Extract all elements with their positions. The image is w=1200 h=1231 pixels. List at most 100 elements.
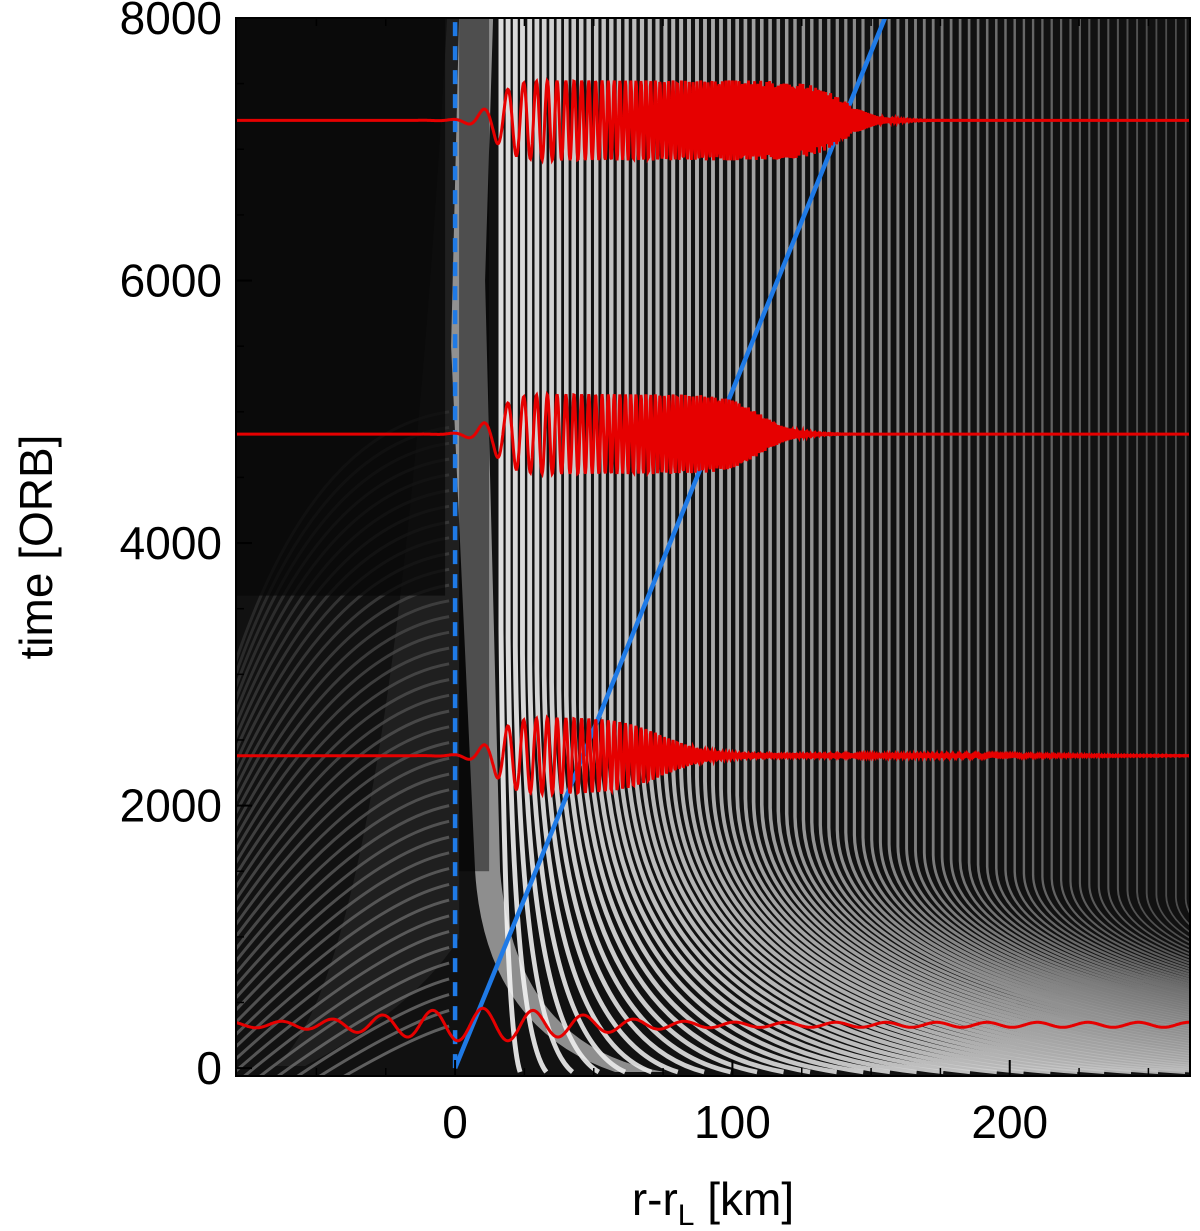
x-axis-label: r-rL [km] — [632, 1173, 794, 1231]
density-crest — [1088, 18, 1190, 965]
density-left-band — [275, 18, 460, 1066]
density-crest — [695, 18, 1190, 1073]
density-crest — [609, 18, 917, 1075]
density-crest — [844, 18, 1190, 1030]
density-crest — [1041, 18, 1190, 979]
density-crest-left — [295, 993, 450, 1076]
density-crest — [1116, 18, 1190, 956]
density-crest — [887, 18, 1190, 1018]
density-crest-left — [236, 630, 450, 841]
density-crest — [793, 18, 1190, 1045]
density-crest — [958, 18, 1190, 1000]
density-crest — [940, 18, 1190, 1004]
density-crest — [967, 18, 1190, 997]
density-crest-left — [236, 741, 450, 927]
x-tick-label: 100 — [694, 1096, 771, 1148]
group-velocity-line — [453, 18, 888, 1069]
density-crest-left — [236, 772, 450, 952]
density-crest-left — [236, 867, 450, 1025]
density-crest — [624, 18, 971, 1075]
density-crest — [776, 18, 1190, 1050]
y-tick-label: 6000 — [120, 255, 222, 307]
density-crest — [1107, 18, 1190, 959]
y-tick-label: 2000 — [120, 780, 222, 832]
density-crest — [870, 18, 1190, 1023]
density-crest — [1155, 18, 1190, 940]
density-crest-left — [236, 709, 450, 903]
density-crest — [498, 18, 523, 1073]
density-crest-left — [257, 961, 450, 1076]
x-axis-ticks: 0 100 200 — [315, 18, 1150, 1148]
density-crest — [861, 18, 1190, 1025]
density-crest — [905, 18, 1190, 1013]
density-crest — [768, 18, 1190, 1052]
density-crest — [1097, 18, 1190, 962]
red-wave-profile — [236, 714, 1190, 799]
density-crest — [801, 18, 1190, 1042]
density-crest-left — [236, 914, 450, 1061]
density-crest — [1196, 18, 1200, 1072]
density-crest — [727, 18, 1190, 1064]
density-crest-left — [236, 646, 450, 854]
density-crest — [1013, 18, 1190, 986]
density-map — [236, 18, 1200, 1076]
density-crest — [751, 18, 1190, 1057]
x-tick-label: 200 — [971, 1096, 1048, 1148]
density-crest — [835, 18, 1190, 1032]
y-tick-label: 8000 — [120, 0, 222, 44]
density-crest-left — [275, 977, 450, 1076]
density-crest-left — [236, 756, 450, 940]
y-tick-label: 4000 — [120, 517, 222, 569]
density-crest — [949, 18, 1190, 1002]
red-wave-profile — [236, 77, 1190, 165]
red-wave-profile — [236, 390, 1190, 479]
density-crest-left — [236, 678, 450, 878]
density-crest-left — [236, 599, 450, 817]
y-axis-label: time [ORB] — [10, 435, 62, 660]
density-crest-left — [236, 835, 450, 1001]
density-crest — [632, 18, 997, 1075]
density-crest-left — [242, 945, 450, 1076]
density-crest — [711, 18, 1190, 1069]
density-crest — [616, 18, 944, 1075]
x-tick-label: 0 — [442, 1096, 468, 1148]
density-crest — [760, 18, 1190, 1055]
density-crest-left — [317, 1008, 450, 1076]
density-crest — [1126, 18, 1190, 952]
density-crest — [1022, 18, 1190, 983]
density-crest-left — [236, 662, 450, 866]
density-crest — [1059, 18, 1190, 973]
density-crest — [931, 18, 1190, 1006]
density-crest — [647, 18, 1051, 1075]
density-gap — [459, 18, 490, 872]
density-crest — [687, 18, 1186, 1074]
density-crest — [878, 18, 1190, 1020]
overlay-lines — [236, 18, 1190, 1069]
density-crest — [1050, 18, 1190, 976]
density-crest — [1078, 18, 1190, 968]
density-crest — [995, 18, 1190, 990]
density-crest-left — [236, 851, 450, 1013]
y-axis-ticks: 0 2000 4000 6000 8000 — [120, 0, 252, 1094]
density-crest — [914, 18, 1190, 1011]
density-crest — [601, 18, 891, 1075]
density-crest — [655, 18, 1078, 1075]
density-crest-left — [236, 882, 450, 1037]
density-crest — [1145, 18, 1190, 944]
density-crest — [1136, 18, 1190, 948]
density-crest-left — [236, 819, 450, 988]
density-crest — [663, 18, 1105, 1075]
density-crest — [743, 18, 1190, 1060]
density-crest — [896, 18, 1190, 1016]
density-crest-left — [236, 725, 450, 915]
density-crest-left — [341, 1024, 450, 1076]
density-crest-left — [236, 804, 450, 976]
density-dark-region — [236, 18, 446, 596]
density-crest-left — [236, 898, 450, 1049]
density-crest — [505, 18, 549, 1074]
density-crest — [976, 18, 1190, 995]
density-crest — [922, 18, 1190, 1009]
density-crest — [1004, 18, 1190, 988]
density-crest — [671, 18, 1132, 1075]
